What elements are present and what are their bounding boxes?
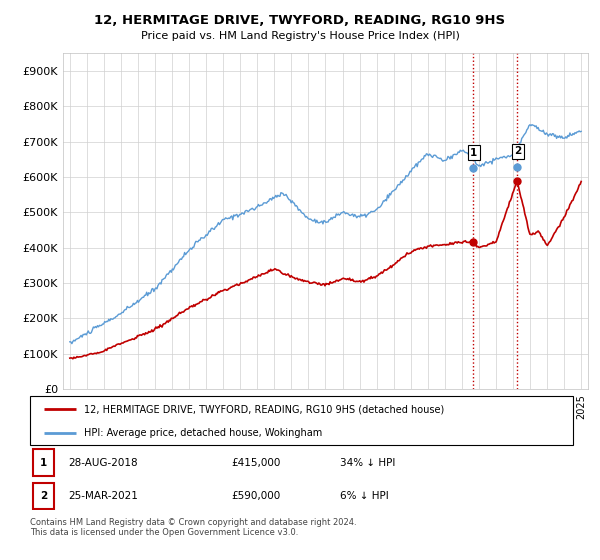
Text: £415,000: £415,000 (231, 458, 280, 468)
Text: HPI: Average price, detached house, Wokingham: HPI: Average price, detached house, Woki… (85, 428, 323, 438)
FancyBboxPatch shape (33, 483, 55, 509)
Text: 2: 2 (514, 147, 521, 156)
Text: 1: 1 (470, 147, 478, 157)
Text: 12, HERMITAGE DRIVE, TWYFORD, READING, RG10 9HS: 12, HERMITAGE DRIVE, TWYFORD, READING, R… (94, 14, 506, 27)
FancyBboxPatch shape (33, 449, 55, 476)
Text: 1: 1 (40, 458, 47, 468)
Text: 28-AUG-2018: 28-AUG-2018 (68, 458, 137, 468)
Text: Price paid vs. HM Land Registry's House Price Index (HPI): Price paid vs. HM Land Registry's House … (140, 31, 460, 41)
FancyBboxPatch shape (30, 396, 573, 445)
Text: 2: 2 (40, 491, 47, 501)
Text: 6% ↓ HPI: 6% ↓ HPI (340, 491, 388, 501)
Text: 12, HERMITAGE DRIVE, TWYFORD, READING, RG10 9HS (detached house): 12, HERMITAGE DRIVE, TWYFORD, READING, R… (85, 404, 445, 414)
Text: Contains HM Land Registry data © Crown copyright and database right 2024.
This d: Contains HM Land Registry data © Crown c… (30, 518, 356, 538)
Text: 25-MAR-2021: 25-MAR-2021 (68, 491, 138, 501)
Text: £590,000: £590,000 (231, 491, 280, 501)
Text: 34% ↓ HPI: 34% ↓ HPI (340, 458, 395, 468)
